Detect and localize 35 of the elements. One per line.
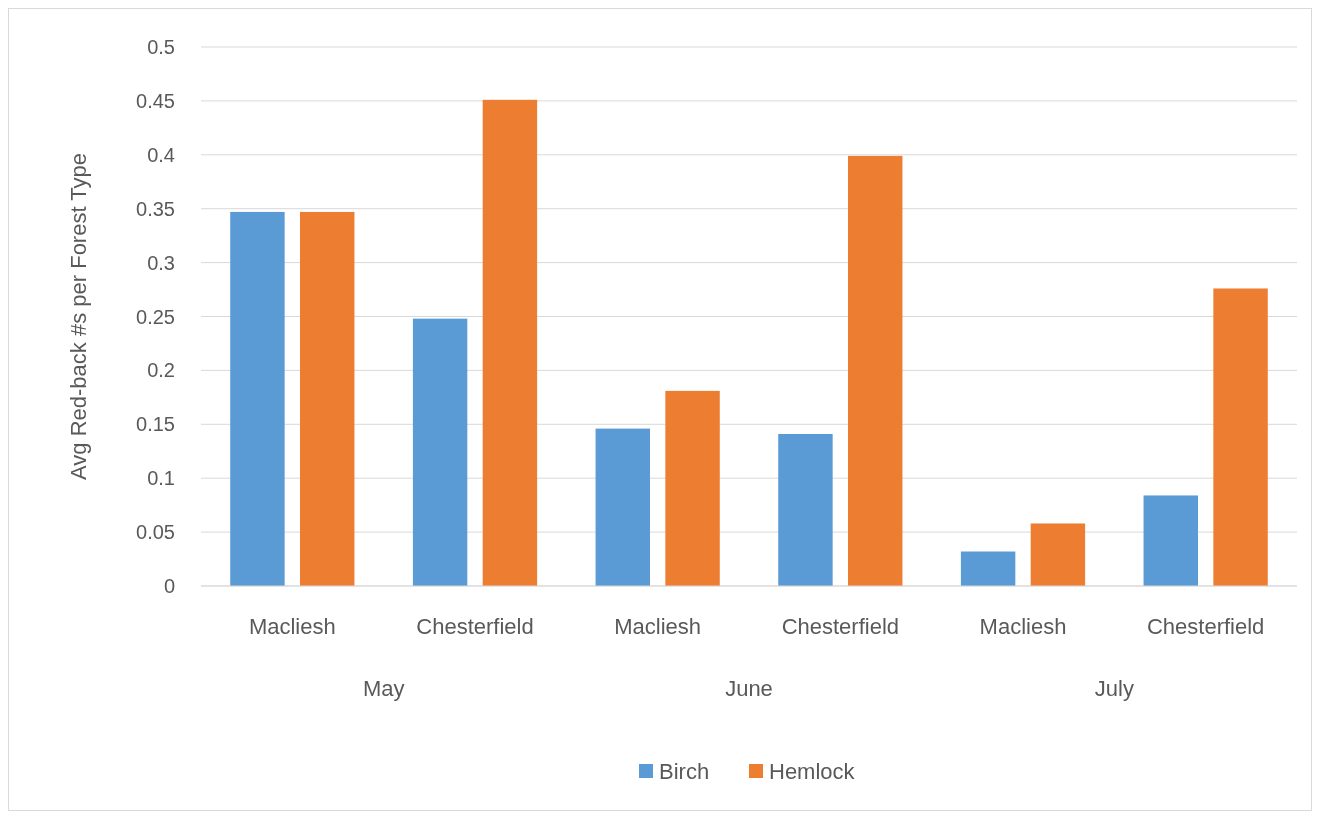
- x-tick-label: Macliesh: [979, 614, 1067, 639]
- x-tick-label: Chesterfield: [781, 614, 900, 639]
- y-tick-label: 0.45: [136, 89, 175, 112]
- x-tick-label: Macliesh: [614, 614, 702, 639]
- bar: [595, 428, 650, 586]
- bar: [778, 434, 833, 586]
- legend-label: Birch: [659, 758, 710, 784]
- y-tick-label: 0.25: [136, 305, 175, 328]
- bar: [1030, 523, 1086, 586]
- y-tick-label: 0.2: [147, 359, 175, 382]
- y-axis-title: Avg Red-back #s per Forest Type: [66, 153, 91, 480]
- y-tick-label: 0.5: [147, 36, 175, 58]
- text: July: [1094, 676, 1134, 701]
- bar: [482, 99, 538, 586]
- legend-label: Hemlock: [769, 758, 856, 784]
- x-tick-label: Chesterfield: [416, 614, 534, 639]
- y-tick-label: 0: [163, 575, 175, 597]
- text: June: [725, 676, 773, 701]
- y-tick-label: 0.3: [147, 251, 175, 274]
- bar: [848, 155, 903, 586]
- y-tick-label: 0.05: [136, 521, 175, 544]
- bar: [665, 390, 720, 586]
- x-tick-label: Macliesh: [248, 614, 336, 639]
- y-tick-label: 0.4: [147, 143, 175, 166]
- text: May: [362, 676, 405, 701]
- x-tick-label: Chesterfield: [1146, 614, 1265, 639]
- bar: [1213, 288, 1268, 586]
- y-tick-label: 0.1: [147, 467, 175, 490]
- bar: [300, 211, 355, 586]
- y-tick-label: 0.35: [136, 197, 175, 220]
- bar: [230, 211, 285, 586]
- bar: [1143, 495, 1198, 586]
- bar: [960, 551, 1016, 586]
- y-tick-label: 0.15: [136, 413, 175, 436]
- bar: [412, 318, 468, 586]
